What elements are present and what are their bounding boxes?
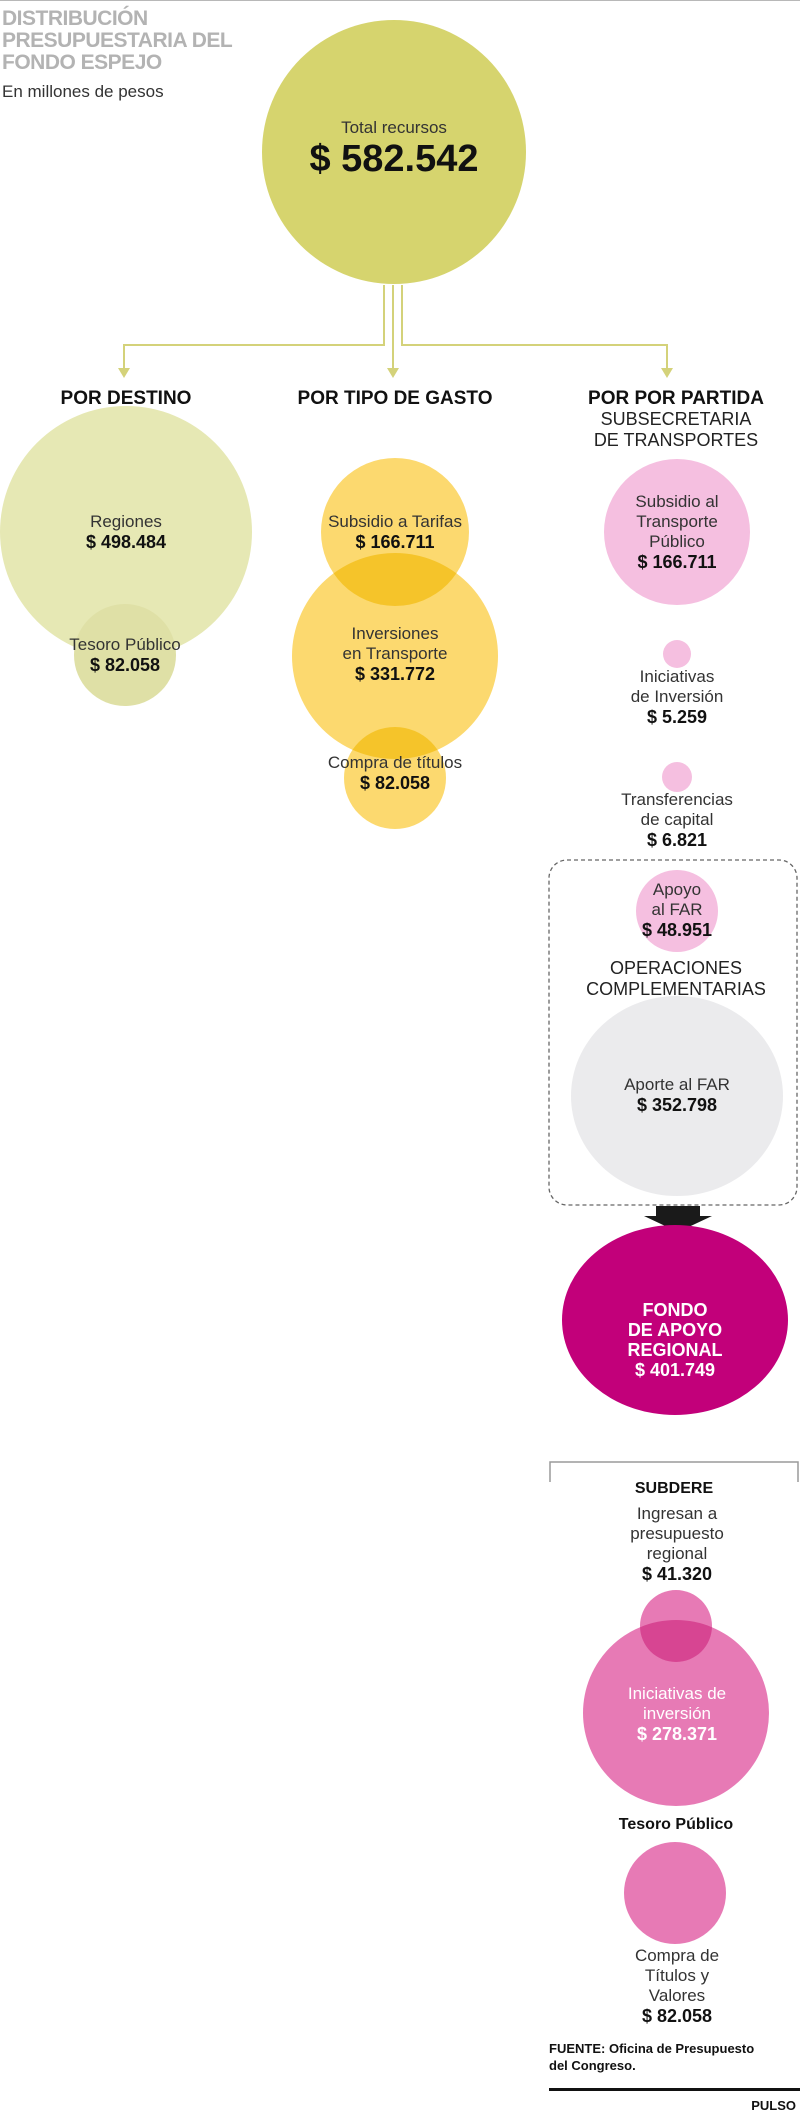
apoyo-far-line1: Apoyo xyxy=(652,880,702,899)
total-circle xyxy=(262,20,526,284)
ingresan-label: Ingresan a presupuesto regional $ 41.320 xyxy=(592,1504,762,1584)
aporte-far-value: $ 352.798 xyxy=(636,1095,718,1115)
source-label: FUENTE: xyxy=(549,2041,606,2056)
subsidio-transporte-label: Subsidio al Transporte Público $ 166.711 xyxy=(592,492,762,572)
subsidio-tarifas-text: Subsidio a Tarifas xyxy=(328,512,462,531)
fondo-label: FONDO DE APOYO REGIONAL $ 401.749 xyxy=(580,1300,770,1380)
fondo-circle xyxy=(562,1225,788,1415)
fondo-value: $ 401.749 xyxy=(634,1360,716,1380)
aporte-far-label: Aporte al FAR $ 352.798 xyxy=(592,1075,762,1115)
transferencias-label: Transferencias de capital $ 6.821 xyxy=(592,790,762,850)
source-text2: del Congreso. xyxy=(549,2058,636,2073)
iniciativas-subdere-line1: Iniciativas de xyxy=(627,1684,727,1703)
compra-titulos-label: Compra de títulos $ 82.058 xyxy=(300,753,490,793)
total-label-text: Total recursos xyxy=(341,118,447,137)
heading-destino: POR DESTINO xyxy=(60,388,192,409)
compra-valores-label: Compra de Títulos y Valores $ 82.058 xyxy=(592,1946,762,2026)
iniciativas-inversion-label: Iniciativas de Inversión $ 5.259 xyxy=(592,667,762,727)
regiones-label-text: Regiones xyxy=(90,512,162,531)
compra-valores-line3: Valores xyxy=(648,1986,706,2005)
apoyo-far-label: Apoyo al FAR $ 48.951 xyxy=(607,880,747,940)
operaciones-heading: OPERACIONES COMPLEMENTARIAS xyxy=(560,958,792,1000)
compra-valores-line1: Compra de xyxy=(634,1946,720,1965)
operaciones-heading2: COMPLEMENTARIAS xyxy=(586,979,766,999)
apoyo-far-circle xyxy=(636,870,718,952)
iniciativas-subdere-line2: inversión xyxy=(642,1704,712,1723)
subsidio-transporte-circle xyxy=(604,459,750,605)
heading-gasto: POR TIPO DE GASTO xyxy=(297,388,493,409)
transferencias-line1: Transferencias xyxy=(621,790,733,809)
total-label: Total recursos $ 582.542 xyxy=(294,118,494,180)
source-text1: Oficina de Presupuesto xyxy=(608,2041,755,2056)
iniciativas-inversion-value: $ 5.259 xyxy=(646,707,708,727)
compra-valores-line2: Títulos y xyxy=(644,1966,710,1985)
ingresan-line3: regional xyxy=(646,1544,708,1563)
page-subtitle: En millones de pesos xyxy=(2,82,164,101)
tesoro-label-text: Tesoro Público xyxy=(69,635,181,654)
total-value: $ 582.542 xyxy=(309,138,479,180)
subdere-heading: SUBDERE xyxy=(634,1480,714,1497)
aporte-far-circle xyxy=(571,996,783,1196)
subsidio-tarifas-label: Subsidio a Tarifas $ 166.711 xyxy=(300,512,490,552)
ingresan-value: $ 41.320 xyxy=(641,1564,713,1584)
heading-partida-sub: SUBSECRETARIA DE TRANSPORTES xyxy=(566,409,786,451)
subsidio-transporte-line3: Público xyxy=(649,532,705,551)
subsidio-tarifas-value: $ 166.711 xyxy=(355,532,435,552)
iniciativas-inversion-line1: Iniciativas xyxy=(639,667,715,686)
subsidio-transporte-line2: Transporte xyxy=(636,512,718,531)
compra-titulos-value: $ 82.058 xyxy=(359,773,431,793)
apoyo-far-value: $ 48.951 xyxy=(641,920,713,940)
aporte-far-text: Aporte al FAR xyxy=(624,1075,730,1094)
source-note: FUENTE: Oficina de Presupuesto del Congr… xyxy=(549,2040,769,2074)
iniciativas-inversion-circle xyxy=(663,640,691,668)
inversiones-line1: Inversiones xyxy=(351,624,439,643)
tesoro-heading: Tesoro Público xyxy=(618,1816,734,1833)
transferencias-circle xyxy=(662,762,692,792)
fondo-line2: DE APOYO xyxy=(627,1320,723,1340)
top-rule xyxy=(0,0,800,1)
inversiones-label: Inversiones en Transporte $ 331.772 xyxy=(300,624,490,684)
tesoro-circle xyxy=(74,604,176,706)
fondo-line3: REGIONAL xyxy=(627,1340,723,1360)
regiones-value: $ 498.484 xyxy=(85,532,167,552)
tesoro-label: Tesoro Público $ 82.058 xyxy=(40,635,210,675)
inversiones-line2: en Transporte xyxy=(342,644,448,663)
ingresan-line1: Ingresan a xyxy=(636,1504,718,1523)
compra-valores-circle xyxy=(624,1842,726,1944)
transferencias-line2: de capital xyxy=(640,810,714,829)
apoyo-far-line2: al FAR xyxy=(651,900,703,919)
transferencias-value: $ 6.821 xyxy=(646,830,708,850)
compra-titulos-text: Compra de títulos xyxy=(327,753,463,772)
heading-partida: POR POR PARTIDA xyxy=(588,388,764,409)
heading-partida-sub1: SUBSECRETARIA xyxy=(600,409,752,429)
page-title: DISTRIBUCIÓN PRESUPUESTARIA DEL FONDO ES… xyxy=(2,7,232,74)
operaciones-heading1: OPERACIONES xyxy=(609,958,743,978)
subsidio-transporte-line1: Subsidio al xyxy=(635,492,719,511)
subsidio-transporte-value: $ 166.711 xyxy=(637,552,717,572)
credit: PULSO xyxy=(751,2098,796,2113)
heading-partida-sub2: DE TRANSPORTES xyxy=(593,430,759,450)
regiones-label: Regiones $ 498.484 xyxy=(26,512,226,552)
inversiones-value: $ 331.772 xyxy=(354,664,436,684)
footer-rule xyxy=(549,2088,800,2091)
compra-valores-value: $ 82.058 xyxy=(641,2006,713,2026)
iniciativas-subdere-value: $ 278.371 xyxy=(636,1724,718,1744)
iniciativas-inversion-line2: de Inversión xyxy=(630,687,724,706)
iniciativas-subdere-label: Iniciativas de inversión $ 278.371 xyxy=(592,1684,762,1744)
ingresan-line2: presupuesto xyxy=(630,1524,724,1543)
tesoro-value: $ 82.058 xyxy=(89,655,161,675)
fondo-line1: FONDO xyxy=(642,1300,708,1320)
